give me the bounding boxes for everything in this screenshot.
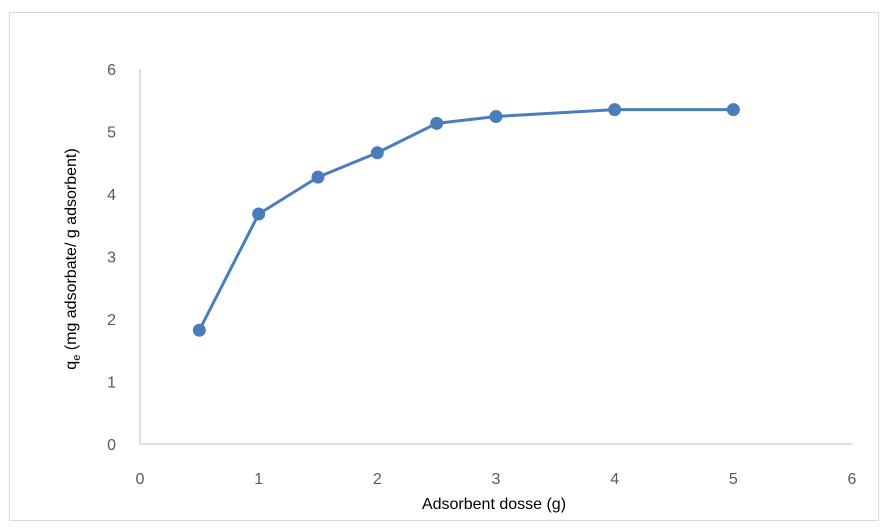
x-tick-label: 3 [492, 471, 501, 488]
y-tick-label: 0 [107, 437, 116, 454]
y-tick-label: 1 [107, 375, 116, 392]
data-point [311, 170, 325, 184]
x-tick-label: 5 [729, 471, 738, 488]
data-point [489, 110, 503, 123]
chart-frame [9, 12, 879, 521]
y-axis-title: qe (mg adsorbate/ g adsorbent) [63, 148, 83, 369]
y-tick-label: 5 [107, 125, 116, 142]
y-axis-title-subscript: e [71, 355, 83, 361]
series-line [197, 108, 734, 331]
data-point [252, 207, 266, 221]
data-point [726, 103, 740, 117]
x-tick-label: 2 [373, 471, 382, 488]
y-tick-labels: 0 1 2 3 4 5 6 [107, 62, 116, 454]
x-tick-label: 4 [610, 471, 619, 488]
y-tick-label: 2 [107, 312, 116, 329]
x-tick-label: 6 [848, 471, 857, 488]
axes [139, 69, 852, 445]
y-axis-title-rest: (mg adsorbate/ g adsorbent) [63, 148, 80, 354]
y-tick-label: 3 [107, 250, 116, 267]
x-axis-title: Adsorbent dosse (g) [422, 496, 566, 513]
data-point [430, 116, 444, 130]
y-axis-title-main: q [63, 361, 80, 370]
x-tick-label: 0 [136, 471, 145, 488]
x-tick-label: 1 [254, 471, 263, 488]
data-point [608, 103, 622, 117]
data-point [192, 323, 206, 337]
y-tick-label: 4 [107, 187, 116, 204]
data-point [370, 146, 384, 160]
data-series [192, 103, 740, 337]
x-tick-labels: 0 1 2 3 4 5 6 [136, 471, 857, 488]
y-tick-label: 6 [107, 62, 116, 79]
